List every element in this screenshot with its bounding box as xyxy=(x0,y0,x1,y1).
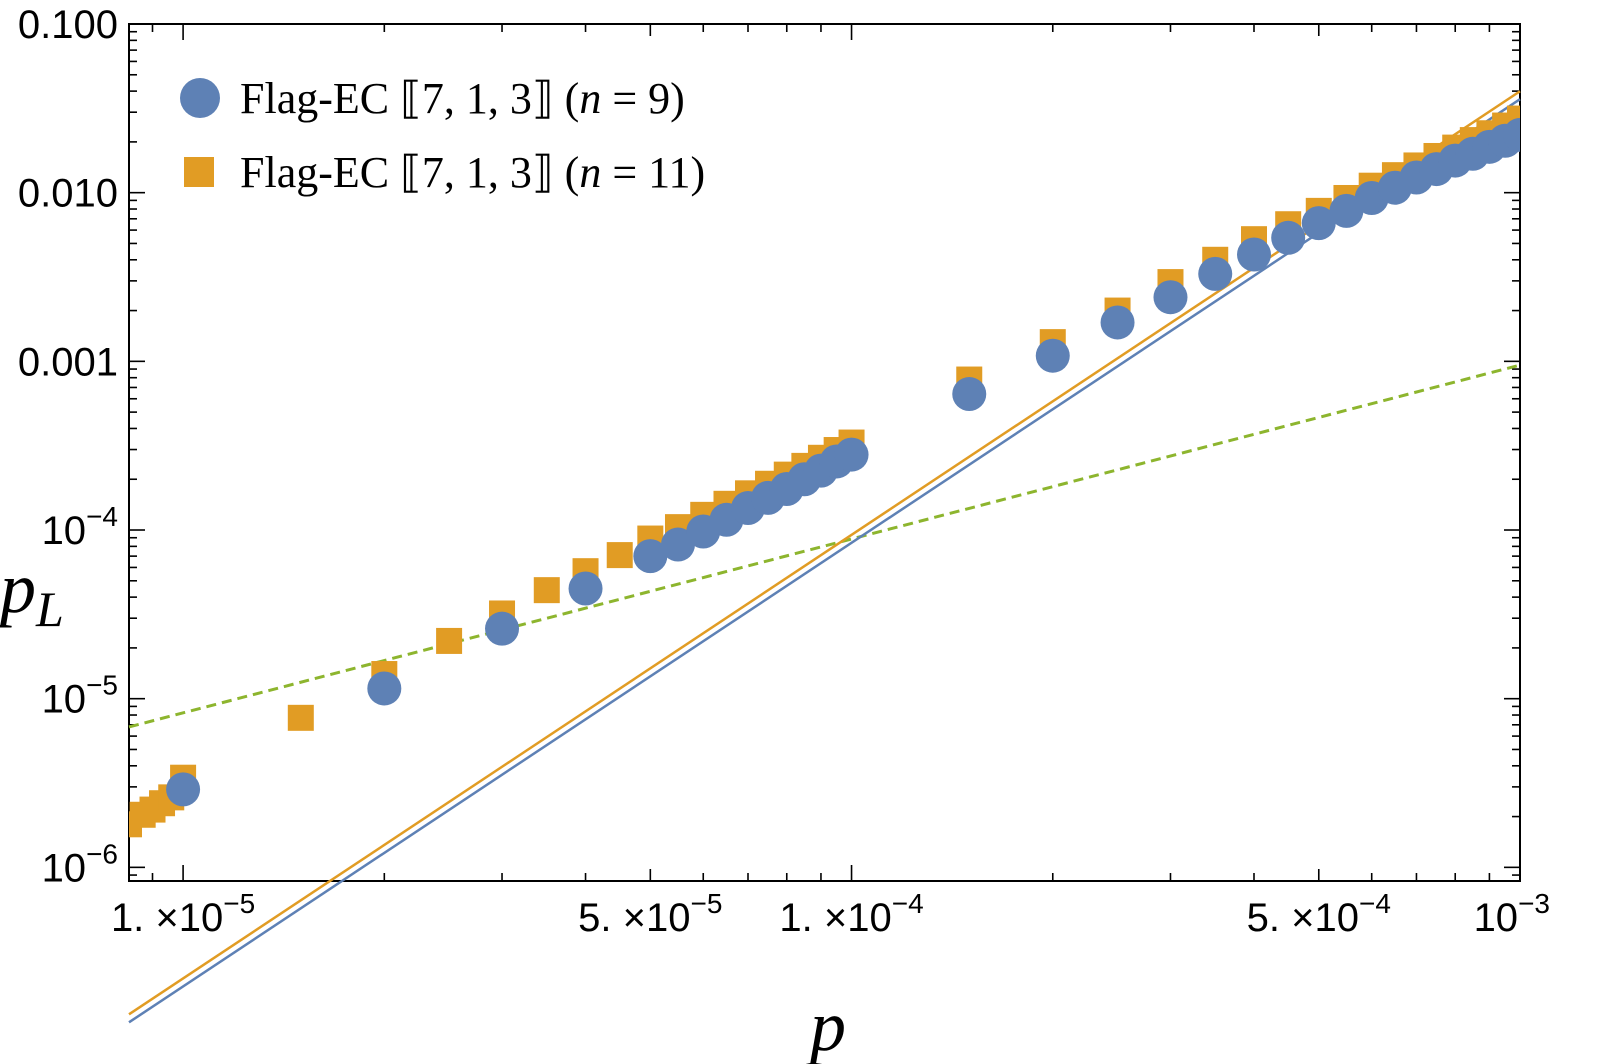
y-tick-label: 10−5 xyxy=(42,670,118,722)
y-tick-base: 10 xyxy=(42,509,87,553)
x-tick-base: 10 xyxy=(1314,896,1359,940)
x-tick-exp: −4 xyxy=(892,888,924,919)
data-point-circle xyxy=(633,539,668,574)
data-point-circle xyxy=(1236,237,1271,272)
legend-label-n11: Flag-EC ⟦7, 1, 3⟧ (n = 11) xyxy=(240,148,705,197)
data-point-square xyxy=(533,577,560,604)
x-tick-mantissa: 1. × xyxy=(779,896,847,940)
data-point-square xyxy=(436,627,463,654)
legend-n11-var: n xyxy=(579,148,601,197)
y-tick-base: 10 xyxy=(42,678,87,722)
legend-marker-circle xyxy=(180,78,220,118)
data-point-square xyxy=(287,704,314,731)
x-tick-label: 10−3 xyxy=(1474,888,1550,940)
data-point-circle xyxy=(1153,280,1188,315)
plot-frame xyxy=(128,23,1521,882)
x-tick-label: 1. ×10−5 xyxy=(111,888,255,940)
x-tick-mantissa: 5. × xyxy=(578,896,646,940)
data-point-circle xyxy=(660,527,695,562)
data-point-circle xyxy=(1301,206,1336,241)
data-point-circle xyxy=(952,377,987,412)
x-tick-label: 1. ×10−4 xyxy=(779,888,923,940)
data-point-circle xyxy=(1271,220,1306,255)
x-tick-exp: −4 xyxy=(1359,888,1391,919)
data-point-circle xyxy=(485,611,520,646)
y-tick-base: 10 xyxy=(42,846,87,890)
x-tick-exp: −5 xyxy=(223,888,255,919)
x-tick-base: 10 xyxy=(646,896,691,940)
y-tick-label: 10−6 xyxy=(42,838,118,890)
x-tick-base: 10 xyxy=(847,896,892,940)
data-point-circle xyxy=(568,571,603,606)
y-tick-exp: −4 xyxy=(86,501,118,532)
x-tick-label: 5. ×10−5 xyxy=(578,888,722,940)
x-tick-label: 5. ×10−4 xyxy=(1247,888,1391,940)
data-point-circle xyxy=(1198,256,1233,291)
data-points-layer xyxy=(129,105,1520,838)
y-tick-label: 10−4 xyxy=(42,501,118,553)
y-tick-label: 0.010 xyxy=(18,172,118,216)
reference-line-layer xyxy=(128,363,1521,729)
legend-n9-var: n xyxy=(579,74,601,123)
x-tick-exp: −3 xyxy=(1518,888,1550,919)
y-tick-exp: −6 xyxy=(86,838,118,869)
tick-labels: 1. ×10−5 5. ×10−5 1. ×10−4 5. ×10−4 10−310−6… xyxy=(18,3,1550,940)
y-axis-title-sub: L xyxy=(35,581,64,637)
y-tick-label: 0.100 xyxy=(18,3,118,47)
data-point-square xyxy=(606,542,633,569)
x-tick-base: 10 xyxy=(179,896,224,940)
legend-n9-suffix: = 9) xyxy=(601,74,684,123)
y-tick-exp: −5 xyxy=(86,670,118,701)
plot-border xyxy=(128,23,1521,882)
data-point-circle xyxy=(166,772,201,807)
legend-n9-prefix: Flag-EC ⟦7, 1, 3⟧ ( xyxy=(240,74,579,123)
reference-dashed-line xyxy=(128,363,1521,729)
y-axis-title: pL xyxy=(0,548,64,637)
data-point-circle xyxy=(367,671,402,706)
legend-n11-prefix: Flag-EC ⟦7, 1, 3⟧ ( xyxy=(240,148,579,197)
data-point-circle xyxy=(1100,305,1135,340)
data-point-circle xyxy=(834,437,869,472)
x-tick-base: 10 xyxy=(1474,896,1519,940)
data-point-circle xyxy=(1035,338,1070,373)
legend-n11-suffix: = 11) xyxy=(601,148,705,197)
x-axis-title: p xyxy=(805,986,846,1064)
x-tick-mantissa: 5. × xyxy=(1247,896,1315,940)
y-axis-title-main: p xyxy=(0,548,36,628)
legend-marker-square xyxy=(184,157,214,187)
x-tick-exp: −5 xyxy=(691,888,723,919)
data-point-circle xyxy=(1329,193,1364,228)
y-tick-label: 0.001 xyxy=(18,340,118,384)
legend: Flag-EC ⟦7, 1, 3⟧ (n = 9) Flag-EC ⟦7, 1,… xyxy=(180,74,705,197)
data-point-circle xyxy=(1503,117,1520,152)
x-tick-mantissa: 1. × xyxy=(111,896,179,940)
legend-label-n9: Flag-EC ⟦7, 1, 3⟧ (n = 9) xyxy=(240,74,685,123)
